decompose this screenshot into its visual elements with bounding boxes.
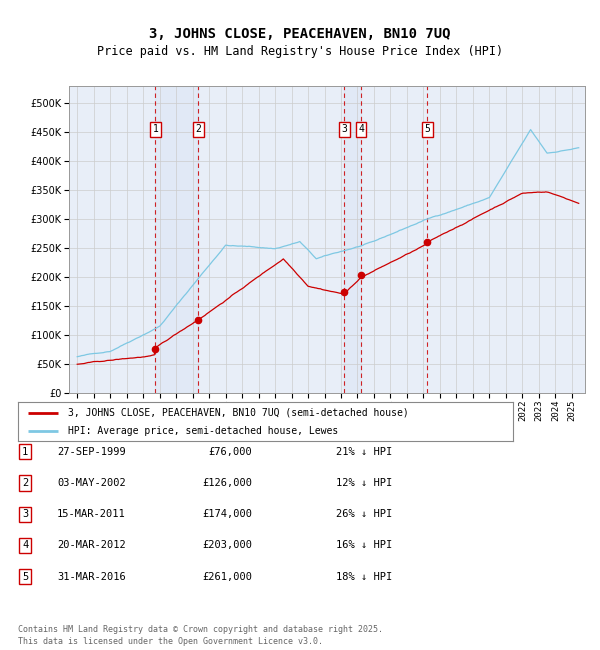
Text: 3: 3 <box>22 509 28 519</box>
Text: HPI: Average price, semi-detached house, Lewes: HPI: Average price, semi-detached house,… <box>67 426 338 436</box>
Text: 3, JOHNS CLOSE, PEACEHAVEN, BN10 7UQ: 3, JOHNS CLOSE, PEACEHAVEN, BN10 7UQ <box>149 27 451 42</box>
Text: 2: 2 <box>22 478 28 488</box>
Text: 31-MAR-2016: 31-MAR-2016 <box>57 571 126 582</box>
Text: This data is licensed under the Open Government Licence v3.0.: This data is licensed under the Open Gov… <box>18 636 323 645</box>
Text: 3: 3 <box>341 124 347 135</box>
Text: £203,000: £203,000 <box>202 540 252 551</box>
Text: 26% ↓ HPI: 26% ↓ HPI <box>336 509 392 519</box>
Text: 27-SEP-1999: 27-SEP-1999 <box>57 447 126 457</box>
Text: 4: 4 <box>358 124 364 135</box>
Bar <box>155 86 198 393</box>
Text: 16% ↓ HPI: 16% ↓ HPI <box>336 540 392 551</box>
Text: 03-MAY-2002: 03-MAY-2002 <box>57 478 126 488</box>
Text: 5: 5 <box>22 571 28 582</box>
Text: £126,000: £126,000 <box>202 478 252 488</box>
Text: 20-MAR-2012: 20-MAR-2012 <box>57 540 126 551</box>
Bar <box>344 86 361 393</box>
Text: 21% ↓ HPI: 21% ↓ HPI <box>336 447 392 457</box>
Text: Price paid vs. HM Land Registry's House Price Index (HPI): Price paid vs. HM Land Registry's House … <box>97 46 503 58</box>
Text: 3, JOHNS CLOSE, PEACEHAVEN, BN10 7UQ (semi-detached house): 3, JOHNS CLOSE, PEACEHAVEN, BN10 7UQ (se… <box>67 408 408 417</box>
Text: 5: 5 <box>424 124 430 135</box>
Text: £261,000: £261,000 <box>202 571 252 582</box>
Text: 1: 1 <box>22 447 28 457</box>
Text: 15-MAR-2011: 15-MAR-2011 <box>57 509 126 519</box>
Text: 2: 2 <box>196 124 201 135</box>
Text: Contains HM Land Registry data © Crown copyright and database right 2025.: Contains HM Land Registry data © Crown c… <box>18 625 383 634</box>
Text: 1: 1 <box>152 124 158 135</box>
Text: 4: 4 <box>22 540 28 551</box>
Text: £174,000: £174,000 <box>202 509 252 519</box>
Text: 18% ↓ HPI: 18% ↓ HPI <box>336 571 392 582</box>
Text: 12% ↓ HPI: 12% ↓ HPI <box>336 478 392 488</box>
Text: £76,000: £76,000 <box>208 447 252 457</box>
